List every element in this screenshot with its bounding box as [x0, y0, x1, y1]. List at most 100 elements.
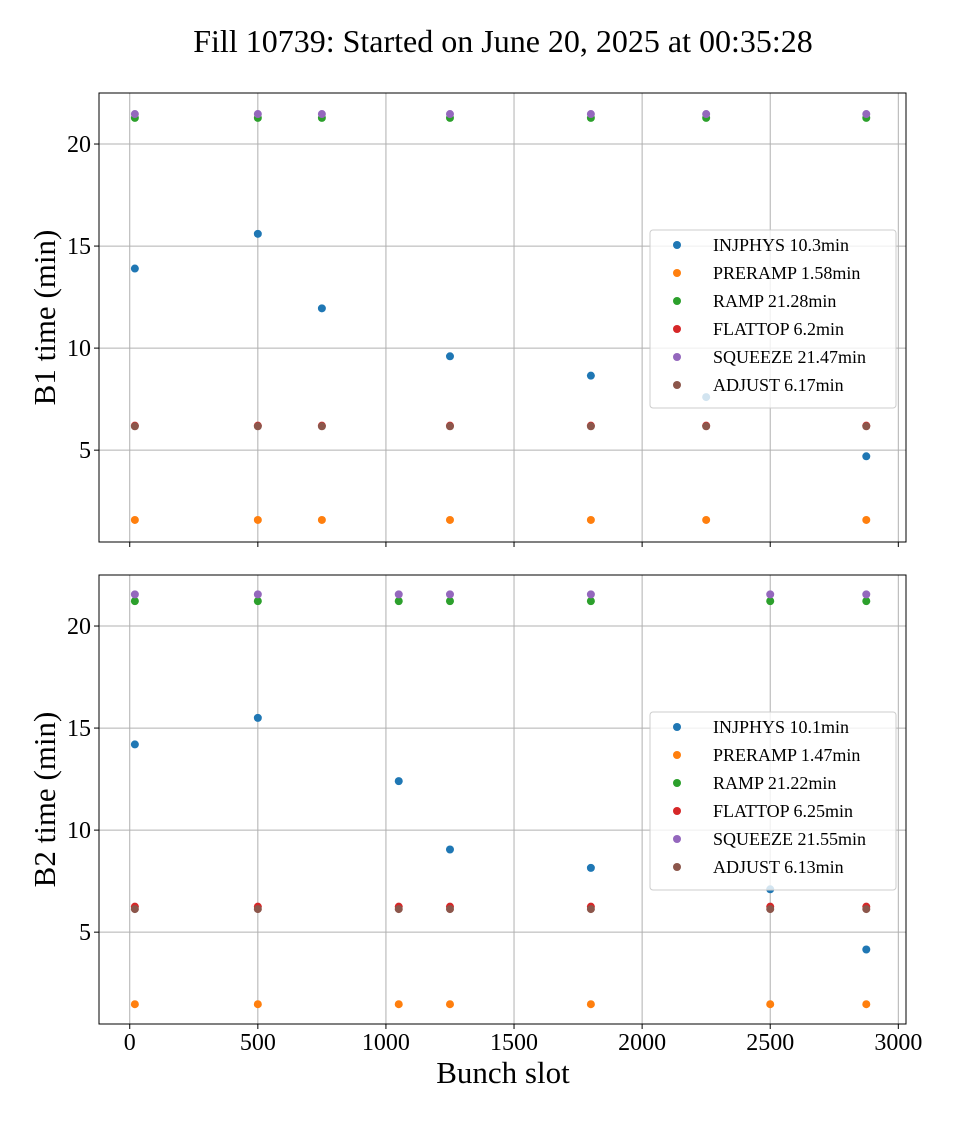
legend-entry: FLATTOP 6.2min [713, 319, 844, 339]
data-point [702, 422, 711, 431]
legend-entry: INJPHYS 10.1min [713, 717, 849, 737]
data-point [445, 905, 454, 914]
data-point [253, 590, 262, 599]
legend-entry: ADJUST 6.13min [713, 857, 844, 877]
legend-marker [673, 269, 681, 277]
legend-frame [649, 229, 897, 409]
data-point [130, 264, 139, 273]
data-point [862, 422, 871, 431]
series-adjust [130, 905, 871, 914]
legend-entry: SQUEEZE 21.55min [713, 829, 866, 849]
axes-frame [98, 92, 907, 543]
x-tick-label: 1500 [490, 1030, 538, 1056]
data-point [766, 597, 775, 606]
x-tick-label: 1000 [362, 1030, 410, 1056]
data-point [253, 110, 262, 119]
series-injphys [130, 713, 871, 954]
series-squeeze [130, 590, 871, 599]
data-point [586, 515, 595, 524]
legend-marker [673, 325, 681, 333]
legend-marker [673, 723, 681, 731]
legend-frame [649, 711, 897, 891]
data-point [862, 110, 871, 119]
data-point [253, 229, 262, 238]
data-point [586, 597, 595, 606]
data-point [445, 515, 454, 524]
x-tick-label: 2500 [746, 1030, 794, 1056]
data-point [253, 713, 262, 722]
data-point [445, 590, 454, 599]
legend-entry: RAMP 21.22min [713, 773, 836, 793]
legend-entry: RAMP 21.28min [713, 291, 836, 311]
series-preramp [130, 515, 871, 524]
legend-entry: FLATTOP 6.25min [713, 801, 853, 821]
data-point [130, 740, 139, 749]
data-point [586, 371, 595, 380]
legend-marker [673, 353, 681, 361]
data-point [394, 1000, 403, 1009]
legend-marker [673, 751, 681, 759]
data-point [394, 597, 403, 606]
data-point [130, 422, 139, 431]
legend: INJPHYS 10.1min PRERAMP 1.47min RAMP 21.22… [649, 711, 897, 891]
data-point [253, 597, 262, 606]
panels-group: 5 10 15 20 B1 time (min) INJPHYS 10.3min PRERA… [27, 92, 922, 1056]
x-tick-label: 2000 [618, 1030, 666, 1056]
data-point [586, 863, 595, 872]
data-point [862, 905, 871, 914]
legend-marker [673, 241, 681, 249]
legend-entry: PRERAMP 1.47min [713, 745, 860, 765]
data-point [394, 590, 403, 599]
data-point [766, 905, 775, 914]
data-point [862, 452, 871, 461]
y-tick-label: 5 [79, 920, 91, 946]
data-point [445, 597, 454, 606]
data-point [445, 352, 454, 361]
legend-marker [673, 807, 681, 815]
series-adjust [130, 422, 871, 431]
y-tick-label: 5 [79, 438, 91, 464]
axes-frame [98, 574, 907, 1025]
legend-marker [673, 779, 681, 787]
y-tick-label: 10 [67, 818, 91, 844]
y-tick-label: 20 [67, 614, 91, 640]
data-point [586, 110, 595, 119]
data-point [317, 515, 326, 524]
data-point [130, 515, 139, 524]
data-point [445, 1000, 454, 1009]
data-point [766, 1000, 775, 1009]
panel-1: 5 10 15 20 B1 time (min) INJPHYS 10.3min PRERA… [27, 92, 907, 547]
data-point [317, 110, 326, 119]
data-point [253, 515, 262, 524]
x-axis-label: Bunch slot [436, 1055, 570, 1090]
data-point [317, 422, 326, 431]
data-point [394, 777, 403, 786]
data-point [445, 845, 454, 854]
data-point [130, 905, 139, 914]
y-tick-label: 20 [67, 132, 91, 158]
legend-entry: PRERAMP 1.58min [713, 263, 860, 283]
chart-title: Fill 10739: Started on June 20, 2025 at … [193, 23, 813, 59]
data-point [586, 905, 595, 914]
data-point [253, 1000, 262, 1009]
data-point [862, 515, 871, 524]
y-tick-label: 15 [67, 234, 91, 260]
x-tick-label: 3000 [874, 1030, 922, 1056]
legend-marker [673, 863, 681, 871]
data-point [586, 422, 595, 431]
data-point [702, 110, 711, 119]
legend-entry: SQUEEZE 21.47min [713, 347, 866, 367]
data-point [586, 590, 595, 599]
legend-entry: ADJUST 6.17min [713, 375, 844, 395]
data-point [702, 515, 711, 524]
data-point [130, 597, 139, 606]
data-point [130, 1000, 139, 1009]
data-point [130, 590, 139, 599]
y-axis-label: B2 time (min) [27, 712, 62, 888]
legend-marker [673, 297, 681, 305]
y-tick-label: 15 [67, 716, 91, 742]
data-point [253, 905, 262, 914]
data-point [862, 590, 871, 599]
